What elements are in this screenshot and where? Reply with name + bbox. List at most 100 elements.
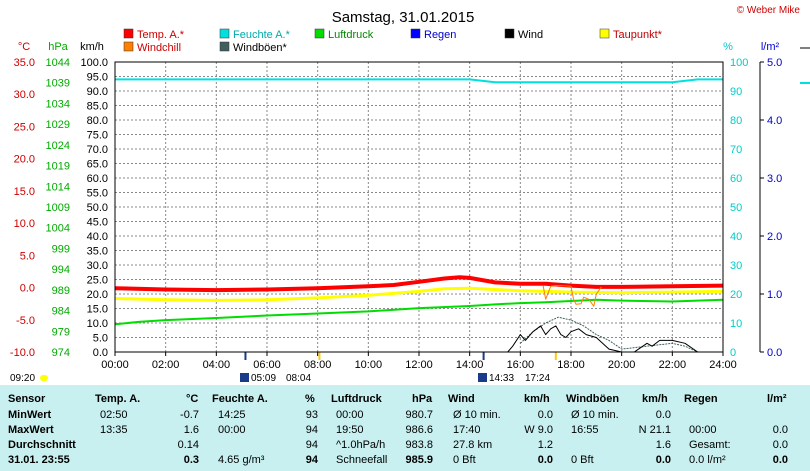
x-tick-label: 10:00 bbox=[355, 359, 383, 371]
series-luftdruck bbox=[114, 298, 724, 326]
rain-tick-label: 1.0 bbox=[767, 289, 782, 301]
stats-cell-w-val: W 9.0 bbox=[524, 424, 553, 436]
pressure-tick-label: 1009 bbox=[46, 202, 70, 214]
legend-label: Windchill bbox=[137, 42, 181, 54]
humidity-tick-label: 10 bbox=[730, 318, 742, 330]
hdr-gust-unit: km/h bbox=[642, 393, 668, 405]
pressure-tick-label: 1039 bbox=[46, 78, 70, 90]
wind-tick-label: 40.0 bbox=[87, 231, 108, 243]
legend-label: Temp. A.* bbox=[137, 29, 185, 41]
humidity-tick-label: 100 bbox=[730, 57, 748, 69]
humidity-tick-label: 60 bbox=[730, 173, 742, 185]
wind-tick-label: 95.0 bbox=[87, 72, 108, 84]
series-wind bbox=[115, 325, 723, 353]
stats-cell-h-val: 94 bbox=[305, 439, 318, 451]
stats-cell-label: MaxWert bbox=[8, 424, 54, 436]
stats-cell-p-val: 986.6 bbox=[405, 424, 433, 436]
stats-cell-r-val: 0.0 bbox=[772, 454, 788, 466]
legend-swatch bbox=[410, 28, 421, 39]
series-layer bbox=[114, 47, 810, 360]
stats-cell-r-val: 0.0 bbox=[772, 439, 788, 451]
stats-cell-g-label: 16:55 bbox=[571, 424, 599, 436]
stats-cell-h-time: 14:25 bbox=[218, 409, 246, 421]
grid bbox=[115, 62, 723, 352]
wind-tick-label: 100.0 bbox=[80, 57, 108, 69]
hdr-temp: Temp. A. bbox=[95, 393, 141, 405]
pressure-tick-label: 984 bbox=[52, 306, 70, 318]
wind-tick-label: 30.0 bbox=[87, 260, 108, 272]
pressure-tick-label: 1044 bbox=[46, 57, 70, 69]
stats-row: MaxWert 13:35 1.6 00:00 94 19:50 986.6 17:40 W 9… bbox=[0, 423, 810, 437]
wind-tick-label: 50.0 bbox=[87, 202, 108, 214]
rain-tick-label: 4.0 bbox=[767, 115, 782, 127]
legend-label: Windböen* bbox=[233, 42, 288, 54]
x-tick-label: 04:00 bbox=[203, 359, 231, 371]
wind-tick-label: 65.0 bbox=[87, 159, 108, 171]
wind-tick-label: 10.0 bbox=[87, 318, 108, 330]
hdr-press-unit: hPa bbox=[412, 393, 433, 405]
sun-marker-4: 17:24 bbox=[525, 373, 551, 384]
hdr-temp-unit: °C bbox=[186, 393, 199, 405]
x-tick-label: 20:00 bbox=[608, 359, 636, 371]
hdr-sensor: Sensor bbox=[8, 393, 46, 405]
legend-swatch bbox=[123, 41, 134, 52]
wind-tick-label: 25.0 bbox=[87, 275, 108, 287]
rain-tick-label: 5.0 bbox=[767, 57, 782, 69]
pressure-tick-label: 999 bbox=[52, 243, 70, 255]
stats-row: MinWert 02:50 -0.7 14:25 93 00:00 980.7 Ø 10 mi… bbox=[0, 408, 810, 422]
legend-swatch bbox=[599, 28, 610, 39]
wind-tick-label: 55.0 bbox=[87, 188, 108, 200]
series-windb-en bbox=[519, 316, 698, 353]
hdr-hum: Feuchte A. bbox=[212, 393, 268, 405]
stats-cell-w-val: 0.0 bbox=[537, 454, 553, 466]
humidity-tick-label: 20 bbox=[730, 289, 742, 301]
x-tick-label: 06:00 bbox=[253, 359, 281, 371]
wind-axis-title: km/h bbox=[80, 41, 104, 53]
ticks: 35.0 30.0 25.0 20.0 15.0 10.0 5.0 0.0 -5.0 -10.0 1… bbox=[10, 57, 782, 371]
humidity-tick-label: 30 bbox=[730, 260, 742, 272]
hdr-wind-unit: km/h bbox=[524, 393, 550, 405]
stats-row: Durchschnitt 0.14 94 ^1.0hPa/h 983.8 27.8 km 1… bbox=[0, 438, 810, 452]
x-tick-label: 18:00 bbox=[557, 359, 585, 371]
stats-cell-r-val: 0.0 bbox=[772, 424, 788, 436]
sunrise-icon bbox=[240, 373, 249, 382]
weather-chart: Samstag, 31.01.2015 Temp. A.* Feuchte A.*… bbox=[10, 9, 810, 371]
temp-tick-label: 0.0 bbox=[20, 283, 35, 295]
rain-tick-label: 2.0 bbox=[767, 231, 782, 243]
legend-label: Feuchte A.* bbox=[233, 29, 291, 41]
stats-cell-w-val: 1.2 bbox=[537, 439, 553, 451]
sun-marker-1: 05:09 bbox=[251, 373, 277, 384]
x-tick-label: 22:00 bbox=[659, 359, 687, 371]
hdr-rain-unit: l/m² bbox=[767, 393, 787, 405]
humidity-tick-label: 90 bbox=[730, 86, 742, 98]
wind-tick-label: 75.0 bbox=[87, 130, 108, 142]
stats-cell-r-label: 00:00 bbox=[689, 424, 717, 436]
statistics-table: Sensor Temp. A. °C Feuchte A. % Luftdruc… bbox=[0, 385, 810, 471]
humidity-tick-label: 70 bbox=[730, 144, 742, 156]
series-windchill bbox=[542, 285, 602, 307]
stats-cell-r-label: Gesamt: bbox=[689, 439, 731, 451]
temp-axis-title: °C bbox=[18, 41, 30, 53]
wind-tick-label: 85.0 bbox=[87, 101, 108, 113]
stats-cell-p-time: ^1.0hPa/h bbox=[336, 439, 386, 451]
stats-cell-w-val: 0.0 bbox=[537, 409, 553, 421]
stats-cell-g-label: 0 Bft bbox=[571, 454, 594, 466]
pressure-tick-label: 1004 bbox=[46, 223, 70, 235]
temp-tick-label: 25.0 bbox=[14, 121, 35, 133]
sunset-icon bbox=[478, 373, 487, 382]
legend-swatch bbox=[219, 41, 230, 52]
hdr-hum-unit: % bbox=[305, 393, 315, 405]
hdr-wind: Wind bbox=[448, 393, 475, 405]
wind-tick-label: 0.0 bbox=[93, 347, 108, 359]
series-feuchte-a bbox=[115, 78, 723, 84]
legend-swatch bbox=[123, 28, 134, 39]
humidity-tick-label: 80 bbox=[730, 115, 742, 127]
wind-tick-label: 80.0 bbox=[87, 115, 108, 127]
hdr-press: Luftdruck bbox=[331, 393, 382, 405]
stats-cell-p-time: Schneefall bbox=[336, 454, 388, 466]
stats-cell-w-label: 27.8 km bbox=[453, 439, 493, 451]
sun-marker-3: 14:33 bbox=[489, 373, 515, 384]
legend: Temp. A.* Feuchte A.* Luftdruck Regen Wind Ta… bbox=[123, 28, 663, 54]
stats-cell-p-time: 00:00 bbox=[336, 409, 364, 421]
stats-cell-p-val: 980.7 bbox=[405, 409, 433, 421]
